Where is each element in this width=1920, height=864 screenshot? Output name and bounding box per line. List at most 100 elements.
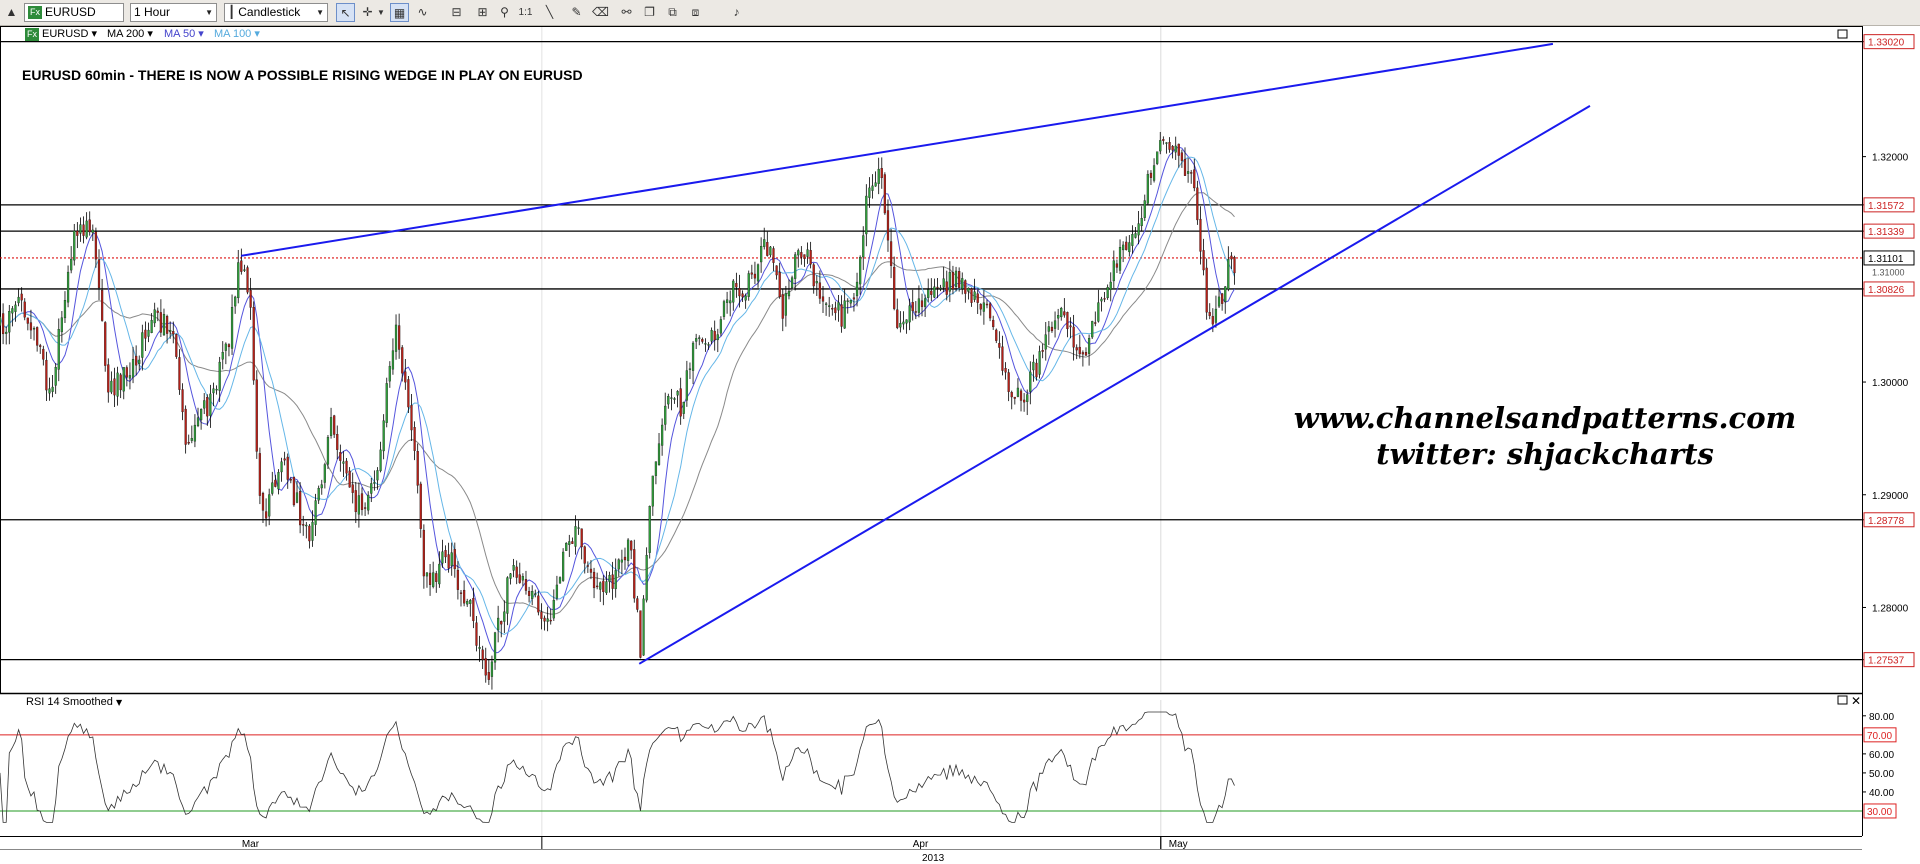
candle-body: [1084, 352, 1088, 356]
candle-body: [1023, 399, 1026, 403]
candle-body: [342, 461, 345, 464]
candle-body: [329, 417, 333, 436]
symbol-field[interactable]: Fx EURUSD: [24, 3, 124, 22]
candle-body: [936, 286, 939, 289]
interval-select[interactable]: 1 Hour ▼: [130, 3, 217, 22]
bell-icon[interactable]: ♪: [733, 5, 740, 19]
window-icon[interactable]: ❐: [644, 5, 655, 19]
close-rsi-panel-icon[interactable]: ✕: [1851, 694, 1861, 708]
collapse-icon[interactable]: ▲: [5, 5, 18, 19]
candle-body: [661, 424, 664, 446]
chevron-down-icon[interactable]: ▼: [377, 8, 385, 17]
candle-body: [679, 388, 682, 417]
draw-icon[interactable]: ∿: [417, 5, 428, 19]
ma50-label[interactable]: MA 50 ▾: [164, 28, 204, 40]
candle-body: [1038, 351, 1041, 375]
trendline-icon[interactable]: ╲: [545, 5, 554, 19]
grid-icon[interactable]: ▦: [390, 3, 409, 22]
candle-body: [1100, 298, 1103, 302]
ma100-label[interactable]: MA 100 ▾: [214, 28, 260, 40]
candle-body: [311, 521, 314, 541]
measure-icon[interactable]: ⊟: [451, 5, 462, 19]
candle-body: [227, 344, 231, 348]
candle-body: [382, 420, 385, 452]
candle-body: [908, 305, 911, 323]
candle-body: [722, 301, 726, 317]
candle-body: [497, 617, 500, 631]
indicator-symbol[interactable]: Fx EURUSD ▾: [25, 27, 98, 41]
ma200-label[interactable]: MA 200 ▾: [107, 28, 153, 40]
candle-body: [11, 308, 14, 314]
candle-body: [902, 321, 905, 325]
candle-body: [1140, 218, 1143, 227]
candle-body: [234, 296, 237, 307]
candle-body: [209, 393, 212, 416]
crosshair-icon[interactable]: ✛: [362, 5, 373, 19]
candle-body: [639, 610, 642, 658]
candle-body: [299, 491, 302, 526]
candle-body: [1010, 392, 1013, 398]
candle-body: [1078, 346, 1081, 355]
indicator-symbol-label: EURUSD: [42, 28, 89, 40]
chart-area[interactable]: ✕ 1.33020 1.31572 1.31339 1.30826 1.28778 1.2…: [0, 26, 1920, 864]
candle-body: [305, 524, 308, 527]
pen-icon[interactable]: ✎: [571, 5, 582, 19]
candle-body: [373, 482, 376, 484]
eraser-icon[interactable]: ⌫: [592, 5, 609, 19]
rsi-level-label: 70.00: [1867, 731, 1892, 742]
price-level-tag: [1863, 223, 1915, 239]
candle-body: [172, 331, 175, 335]
candle-body: [326, 437, 330, 465]
candle-body: [1125, 241, 1128, 250]
candle-body: [413, 427, 416, 451]
info-icon[interactable]: ⊞: [477, 5, 488, 19]
candle-body: [1041, 350, 1044, 352]
candle-body: [778, 272, 781, 298]
candle-body: [441, 551, 444, 564]
candle-body: [673, 398, 676, 400]
candle-body: [286, 456, 289, 480]
candle-body: [620, 559, 624, 563]
price-level-label: 1.27537: [1868, 656, 1905, 667]
candle-body: [453, 549, 456, 570]
candlestick-icon: ┃: [228, 5, 236, 19]
candle-body: [258, 453, 262, 496]
candle-body: [131, 359, 135, 378]
candle-body: [846, 300, 849, 302]
candle-body: [599, 582, 602, 590]
candle-body: [735, 283, 738, 288]
candle-body: [224, 343, 227, 351]
candle-body: [274, 479, 277, 487]
candle-body: [896, 309, 899, 328]
price-level-label: 1.33020: [1868, 38, 1905, 49]
candle-body: [562, 551, 565, 581]
maximize-rsi-panel-icon[interactable]: [1837, 695, 1848, 705]
candle-body: [271, 482, 274, 494]
magnifier-icon[interactable]: ⚲: [500, 5, 509, 19]
candle-body: [1047, 326, 1050, 332]
node-icon[interactable]: ⚯: [621, 5, 632, 19]
candle-body: [645, 554, 648, 601]
pattern-icon[interactable]: ⧉: [668, 5, 677, 19]
candle-body: [954, 270, 958, 288]
candle-body: [39, 345, 42, 347]
rsi-panel-label[interactable]: RSI 14 Smoothed: [26, 696, 113, 708]
candle-body: [147, 329, 150, 337]
candle-body: [1221, 293, 1224, 304]
candle-body: [1174, 145, 1177, 153]
current-price-label: 1.31101: [1868, 254, 1904, 265]
scale-icon[interactable]: 1:1: [518, 7, 533, 18]
pointer-icon[interactable]: ↖: [336, 3, 355, 22]
candle-body: [1168, 142, 1171, 150]
candle-body: [1087, 338, 1091, 354]
candle-body: [930, 290, 933, 295]
candle-body: [549, 619, 552, 622]
chart-style-value: Candlestick: [238, 5, 301, 19]
candle-body: [1032, 361, 1035, 371]
chart-style-select[interactable]: ┃ Candlestick ▼: [224, 3, 328, 22]
maximize-price-panel-icon[interactable]: [1837, 29, 1848, 39]
alert-icon[interactable]: ⧈: [691, 5, 700, 19]
candle-body: [302, 524, 305, 526]
rsi-dropdown-icon[interactable]: ▼: [116, 698, 123, 707]
candle-body: [255, 379, 258, 452]
